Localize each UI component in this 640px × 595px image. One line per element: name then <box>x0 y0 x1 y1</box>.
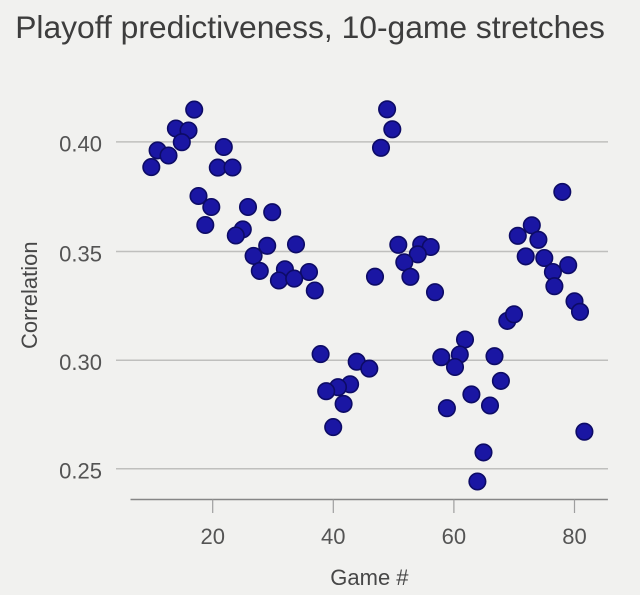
svg-text:0.35: 0.35 <box>59 241 102 266</box>
svg-text:20: 20 <box>200 524 224 549</box>
svg-text:0.25: 0.25 <box>59 459 102 484</box>
svg-text:Playoff predictiveness, 10-gam: Playoff predictiveness, 10-game stretche… <box>15 9 605 45</box>
svg-text:0.30: 0.30 <box>59 350 102 375</box>
svg-text:0.40: 0.40 <box>59 132 102 157</box>
svg-text:Game #: Game # <box>330 565 409 590</box>
svg-text:40: 40 <box>321 524 345 549</box>
svg-text:60: 60 <box>442 524 466 549</box>
svg-text:Correlation: Correlation <box>17 241 42 349</box>
svg-text:80: 80 <box>562 524 586 549</box>
